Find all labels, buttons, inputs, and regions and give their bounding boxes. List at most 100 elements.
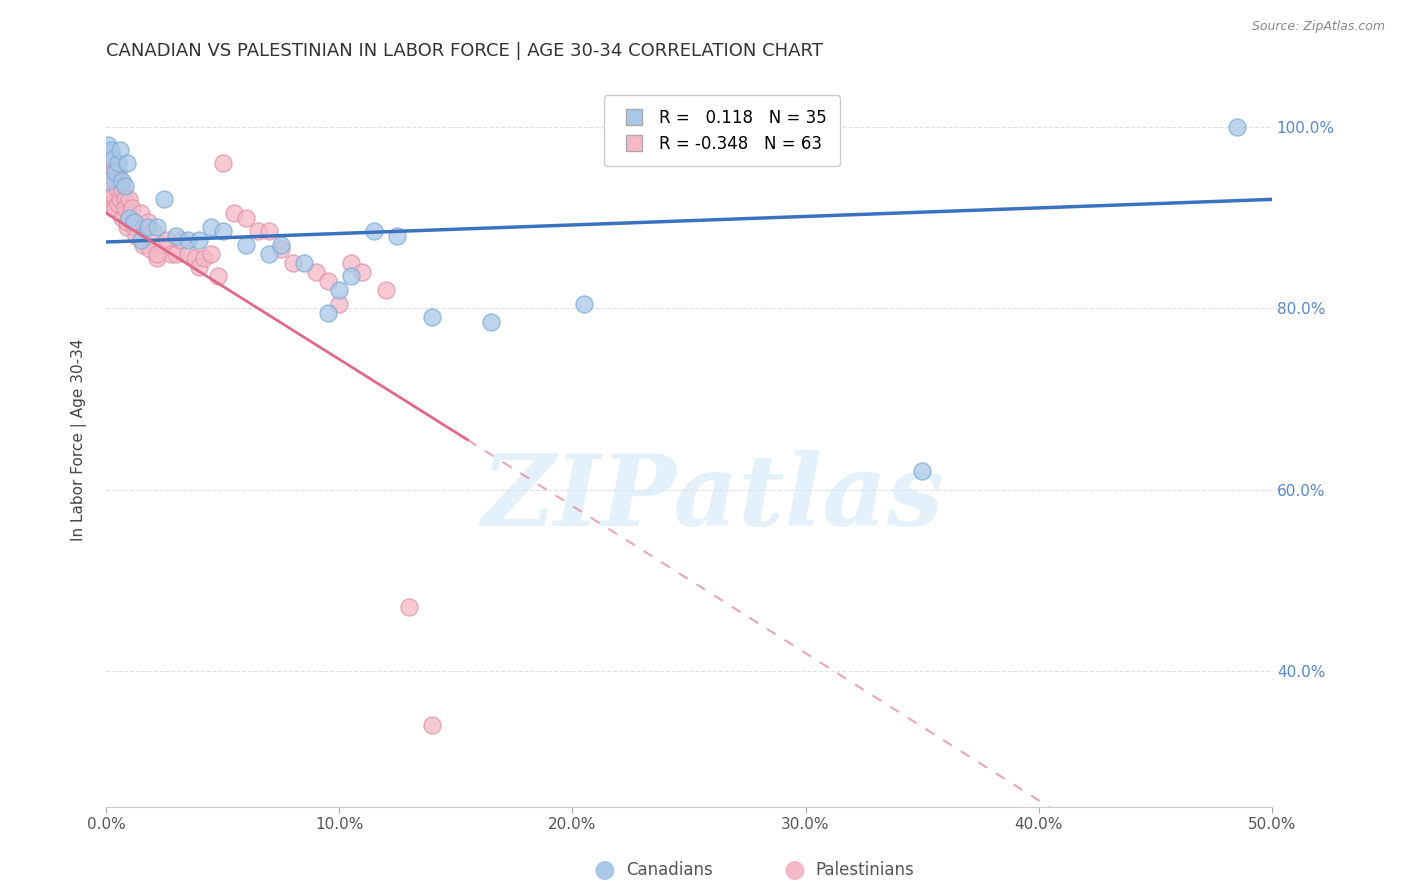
Point bbox=[146, 219, 169, 234]
Point bbox=[97, 156, 120, 170]
Point bbox=[118, 211, 141, 225]
Point bbox=[121, 202, 143, 216]
Point bbox=[101, 152, 124, 166]
Point bbox=[101, 165, 124, 179]
Point bbox=[101, 187, 124, 202]
Point bbox=[114, 193, 136, 207]
Point bbox=[316, 306, 339, 320]
Point bbox=[111, 211, 134, 225]
Point bbox=[136, 219, 159, 234]
Point bbox=[114, 178, 136, 193]
Point bbox=[104, 174, 127, 188]
Y-axis label: In Labor Force | Age 30-34: In Labor Force | Age 30-34 bbox=[72, 338, 87, 541]
Point bbox=[142, 224, 165, 238]
Point bbox=[572, 296, 595, 310]
Point bbox=[183, 252, 205, 266]
Point bbox=[398, 600, 420, 615]
Text: ●: ● bbox=[783, 858, 806, 881]
Point bbox=[153, 193, 176, 207]
Point bbox=[111, 183, 134, 197]
Point bbox=[139, 242, 162, 256]
Text: CANADIAN VS PALESTINIAN IN LABOR FORCE | AGE 30-34 CORRELATION CHART: CANADIAN VS PALESTINIAN IN LABOR FORCE |… bbox=[105, 42, 823, 60]
Point bbox=[328, 296, 350, 310]
Point bbox=[156, 233, 179, 247]
Point bbox=[1226, 120, 1249, 134]
Point bbox=[118, 193, 141, 207]
Point bbox=[207, 269, 229, 284]
Point bbox=[235, 211, 257, 225]
Point bbox=[104, 202, 127, 216]
Point bbox=[108, 193, 131, 207]
Point bbox=[246, 224, 269, 238]
Point bbox=[270, 237, 292, 252]
Point bbox=[150, 237, 173, 252]
Point bbox=[107, 156, 129, 170]
Point bbox=[193, 252, 215, 266]
Point bbox=[188, 260, 211, 275]
Point bbox=[328, 283, 350, 297]
Point bbox=[136, 215, 159, 229]
Point bbox=[340, 256, 363, 270]
Point bbox=[122, 215, 145, 229]
Text: ZIPatlas: ZIPatlas bbox=[481, 450, 943, 547]
Text: Palestinians: Palestinians bbox=[815, 861, 914, 879]
Point bbox=[422, 718, 444, 732]
Point bbox=[200, 219, 222, 234]
Point bbox=[374, 283, 396, 297]
Point bbox=[118, 211, 141, 225]
Point bbox=[122, 215, 145, 229]
Point bbox=[122, 219, 145, 234]
Point bbox=[188, 233, 211, 247]
Point bbox=[101, 202, 124, 216]
Point bbox=[281, 256, 304, 270]
Point bbox=[115, 215, 138, 229]
Point bbox=[125, 228, 148, 243]
Point bbox=[305, 265, 328, 279]
Point bbox=[387, 228, 409, 243]
Point bbox=[146, 252, 169, 266]
Point bbox=[211, 156, 233, 170]
Point bbox=[200, 247, 222, 261]
Point bbox=[115, 219, 138, 234]
Point bbox=[135, 219, 157, 234]
Point bbox=[107, 197, 129, 211]
Point bbox=[100, 165, 122, 179]
Point bbox=[911, 465, 934, 479]
Point bbox=[257, 224, 280, 238]
Point bbox=[97, 174, 120, 188]
Point bbox=[165, 228, 187, 243]
Point bbox=[224, 206, 246, 220]
Point bbox=[97, 193, 120, 207]
Point bbox=[107, 165, 129, 179]
Point bbox=[132, 237, 155, 252]
Point bbox=[111, 174, 134, 188]
Point bbox=[176, 247, 198, 261]
Point bbox=[100, 143, 122, 157]
Point bbox=[104, 165, 127, 179]
Point bbox=[479, 315, 502, 329]
Point bbox=[146, 247, 169, 261]
Point bbox=[160, 247, 183, 261]
Point bbox=[169, 233, 191, 247]
Point bbox=[108, 174, 131, 188]
Point bbox=[107, 183, 129, 197]
Legend: R =   0.118   N = 35, R = -0.348   N = 63: R = 0.118 N = 35, R = -0.348 N = 63 bbox=[605, 95, 841, 167]
Point bbox=[422, 310, 444, 325]
Point bbox=[316, 274, 339, 288]
Point bbox=[257, 247, 280, 261]
Point bbox=[129, 233, 152, 247]
Point bbox=[363, 224, 385, 238]
Text: Source: ZipAtlas.com: Source: ZipAtlas.com bbox=[1251, 20, 1385, 33]
Point bbox=[100, 183, 122, 197]
Point bbox=[340, 269, 363, 284]
Point bbox=[97, 174, 120, 188]
Point bbox=[352, 265, 374, 279]
Point bbox=[108, 143, 131, 157]
Point bbox=[235, 237, 257, 252]
Point bbox=[97, 138, 120, 153]
Point bbox=[114, 202, 136, 216]
Point bbox=[129, 206, 152, 220]
Text: Canadians: Canadians bbox=[626, 861, 713, 879]
Point bbox=[115, 156, 138, 170]
Point bbox=[165, 247, 187, 261]
